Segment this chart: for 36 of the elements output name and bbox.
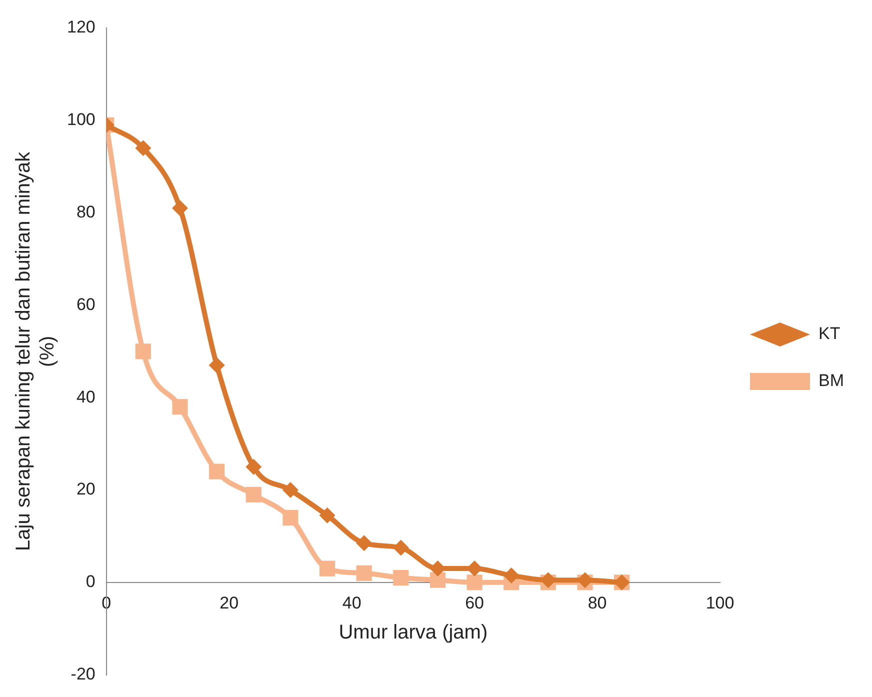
y-tick-label: 100 [66,110,96,130]
point [282,482,298,498]
point [135,344,151,360]
point [135,140,152,156]
point [356,535,372,552]
point [209,464,225,480]
point [392,540,409,556]
y-tick-label: -20 [70,664,96,684]
point [172,200,188,216]
point [393,570,409,586]
y-tick-label: 120 [66,18,96,37]
point [430,572,446,588]
legend-label: KT [818,324,840,344]
point [246,458,262,475]
x-tick-label: 20 [220,593,239,612]
point [319,560,336,576]
y-tick-label: 80 [76,202,96,222]
point [246,486,262,502]
y-tick-label: 60 [76,294,96,314]
point [282,510,298,526]
point [356,565,372,581]
point [172,399,188,415]
y-tick-label: 40 [76,387,96,406]
x-tick-label: 40 [342,593,362,612]
y-tick-label: 0 [86,572,96,592]
legend-label: BM [818,371,844,390]
point [319,507,336,524]
x-tick-label: 100 [706,593,734,612]
x-tick-label: 60 [465,593,484,612]
y-axis-title: Laju serapan kuning telur dan butiran minyak (%) [12,150,59,551]
x-axis-title: Umur larva (jam) [338,621,488,644]
x-tick-label: 80 [588,593,607,612]
point [208,357,225,374]
y-tick-label: 20 [76,480,96,499]
point [466,574,482,590]
point [503,567,520,584]
